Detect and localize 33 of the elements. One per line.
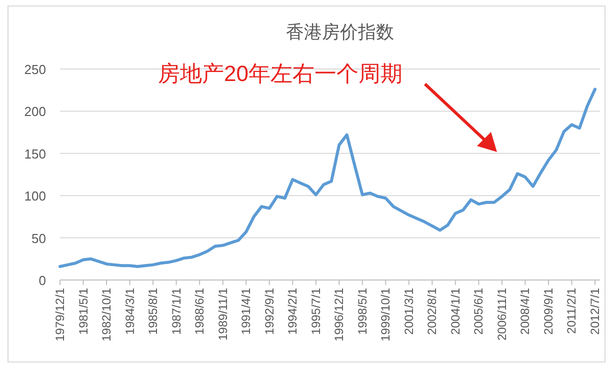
chart-title: 香港房价指数: [286, 22, 394, 42]
annotation: 房地产20年左右一个周期: [158, 61, 402, 86]
x-tick-label: 2001/3/1: [402, 288, 416, 335]
x-tick-label: 1987/1/1: [169, 288, 184, 335]
y-tick-label: 250: [24, 62, 46, 77]
y-tick-label: 0: [38, 273, 46, 288]
x-tick-label: 1988/6/1: [192, 288, 207, 335]
x-tick-label: 1992/9/1: [262, 288, 276, 335]
x-tick-label: 2009/9/1: [541, 288, 556, 335]
y-tick-label: 50: [32, 230, 46, 246]
x-tick-label: 1991/4/1: [239, 288, 254, 335]
x-tick-label: 1996/12/1: [332, 288, 346, 342]
line-series: [58, 88, 596, 268]
x-tick-label: 2002/8/1: [425, 288, 440, 335]
y-tick-label: 100: [24, 188, 46, 204]
x-tick-label: 1982/10/1: [100, 288, 114, 342]
x-tick-label: 1994/2/1: [286, 288, 300, 335]
x-tick-label: 2006/11/1: [494, 288, 509, 340]
x-tick-label: 1989/11/1: [216, 288, 230, 340]
x-tick-label: 1981/5/1: [76, 288, 90, 335]
x-tick-label: 2012/7/1: [588, 288, 602, 335]
x-tick-label: 1985/8/1: [146, 288, 160, 335]
x-tick-label: 1998/5/1: [355, 288, 370, 335]
x-tick-label: 1995/7/1: [308, 288, 323, 335]
y-tick-label: 200: [24, 104, 46, 120]
x-tick-label: 2005/6/1: [472, 288, 486, 335]
x-tick-label: 1999/10/1: [378, 288, 393, 342]
x-tick-label: 2011/2/1: [564, 288, 579, 334]
y-tick-label: 150: [24, 146, 46, 162]
x-tick-label: 2004/1/1: [448, 288, 462, 335]
x-tick-label: 2008/4/1: [518, 288, 532, 335]
x-tick-label: 1984/3/1: [122, 288, 137, 335]
x-tick-label: 1979/12/1: [53, 288, 67, 342]
